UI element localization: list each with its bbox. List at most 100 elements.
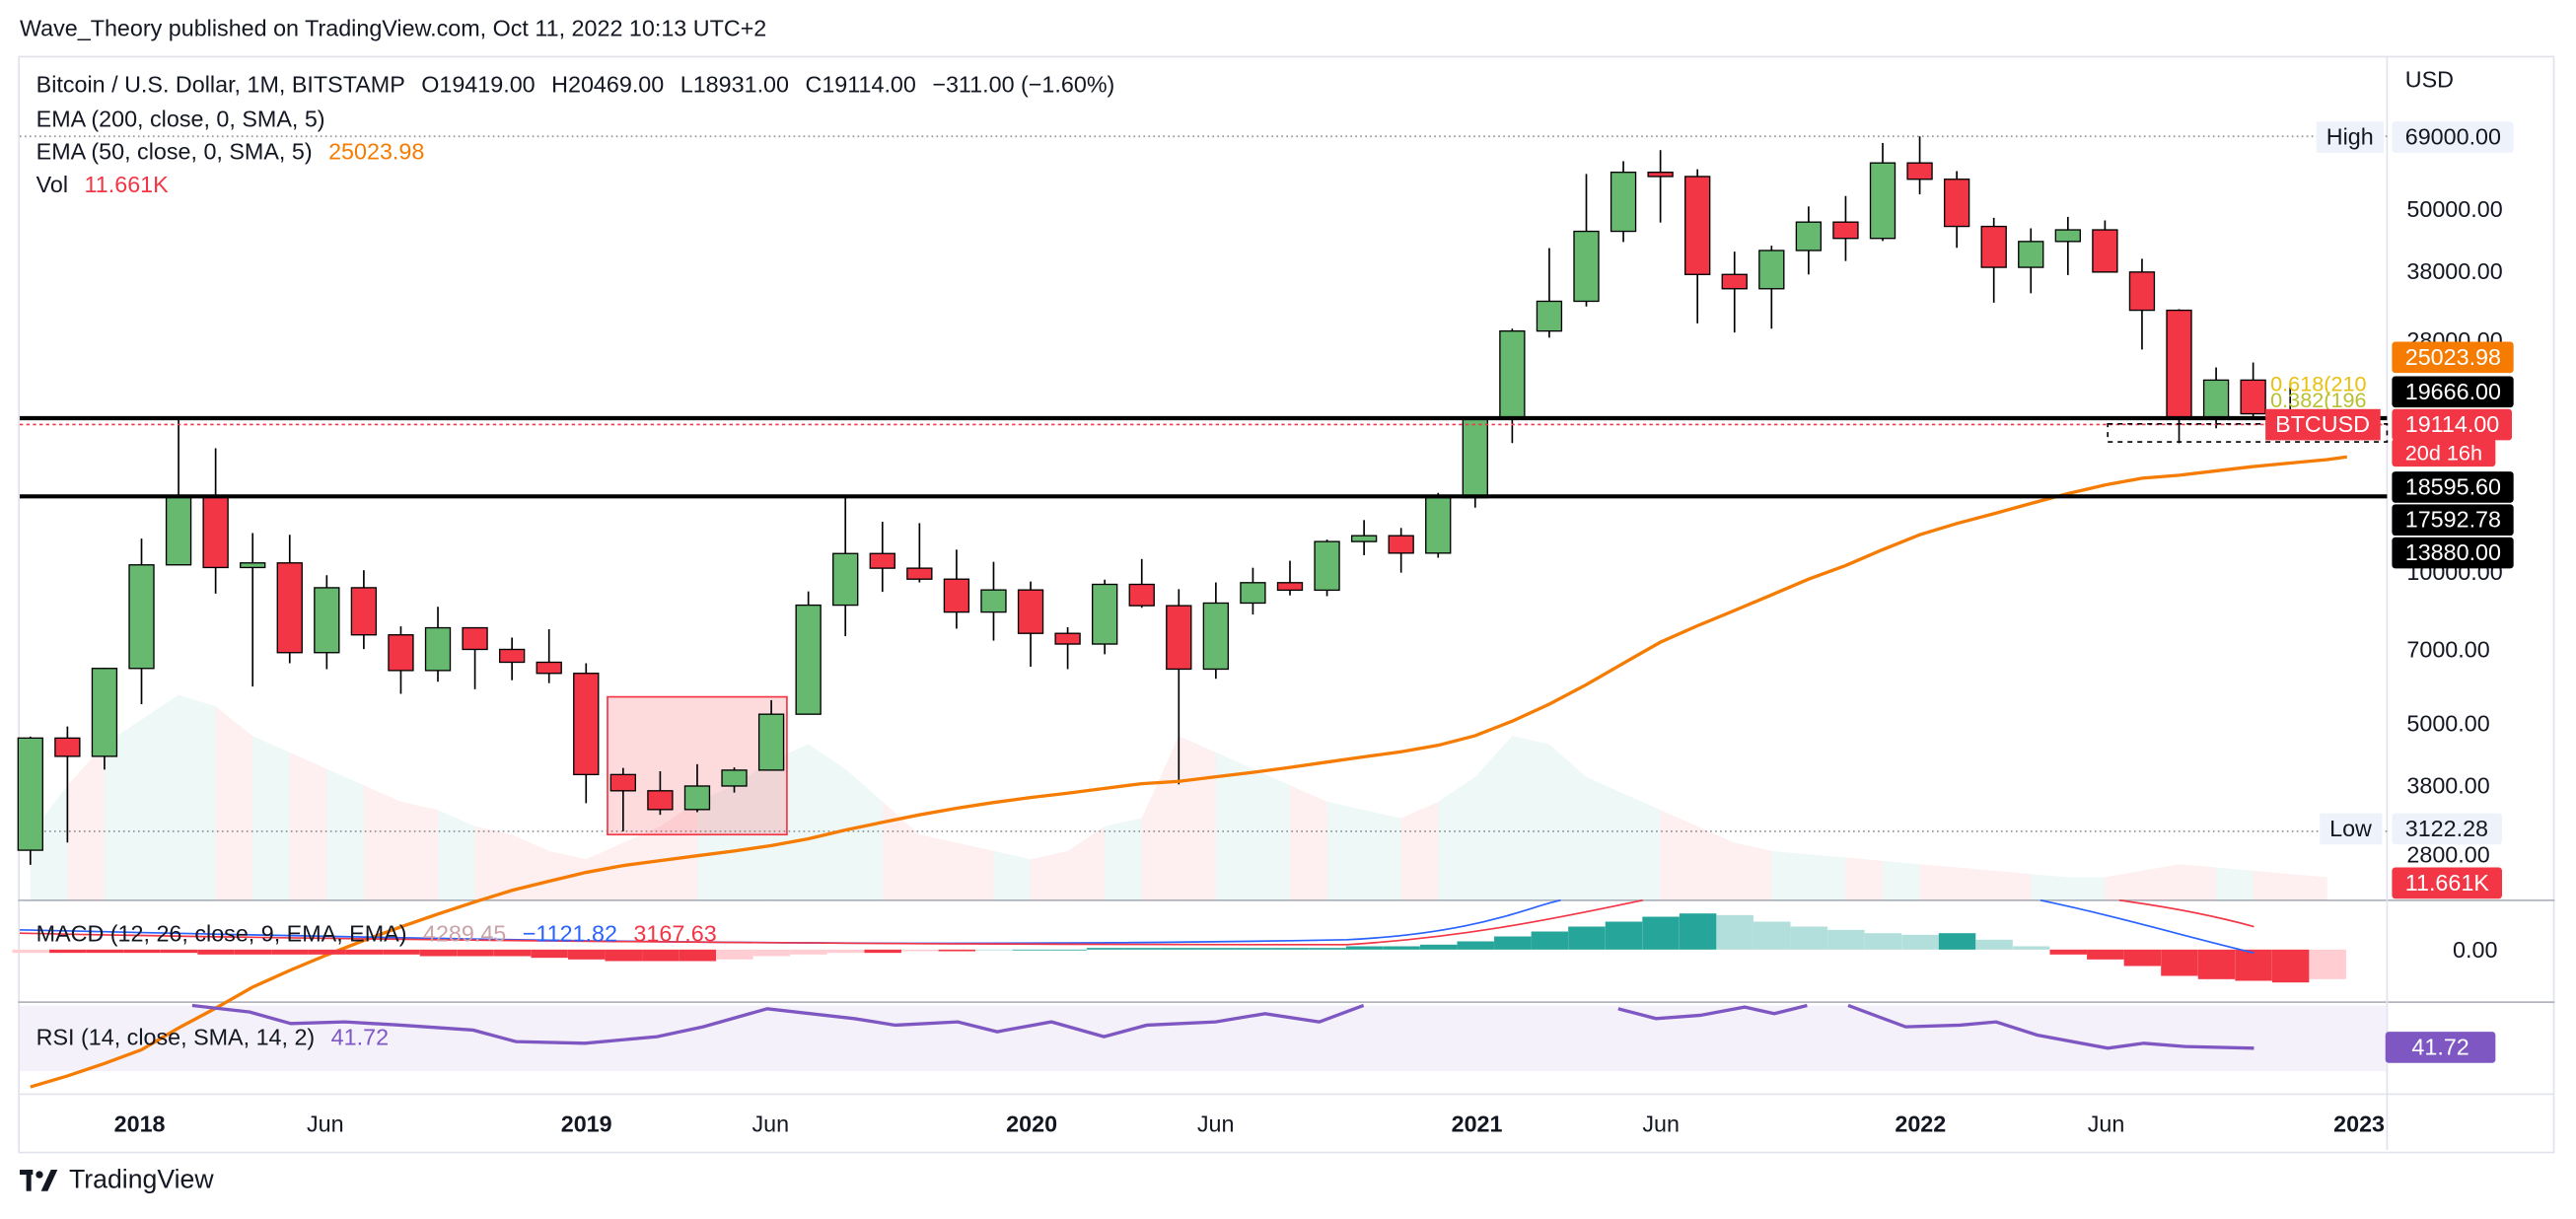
rsi-line bbox=[191, 1003, 2254, 1050]
time-tick: Jun bbox=[1642, 1111, 1680, 1137]
close-price-badge: 19114.00 bbox=[2392, 408, 2513, 441]
macd-bar bbox=[1271, 948, 1310, 950]
signal-line-tail bbox=[2118, 899, 2254, 928]
macd-bar bbox=[419, 949, 458, 957]
volume-segment bbox=[179, 694, 216, 900]
candle-body bbox=[2166, 309, 2192, 419]
macd-value-1: 4289.45 bbox=[422, 919, 507, 947]
macd-bar bbox=[938, 949, 976, 952]
macd-bar bbox=[1938, 933, 1976, 950]
candle-body bbox=[1425, 496, 1452, 554]
macd-bar bbox=[605, 949, 642, 962]
candle-body bbox=[795, 604, 822, 715]
macd-bar bbox=[716, 949, 753, 960]
macd-bar bbox=[2161, 949, 2198, 976]
macd-axis-zero: 0.00 bbox=[2453, 936, 2498, 964]
time-tick: 2018 bbox=[113, 1111, 166, 1137]
volume-segment bbox=[1474, 736, 1513, 900]
macd-bar bbox=[1790, 926, 1828, 950]
macd-bar bbox=[1383, 946, 1420, 950]
volume-segment bbox=[1697, 825, 1735, 900]
low-label: Low bbox=[2320, 813, 2382, 845]
rsi-label: RSI (14, close, SMA, 14, 2) bbox=[36, 1023, 316, 1050]
macd-line-tail bbox=[2039, 899, 2254, 954]
macd-bar bbox=[1864, 933, 1902, 950]
high-value-badge: 69000.00 bbox=[2392, 121, 2515, 153]
volume-segment bbox=[771, 744, 809, 900]
ema200-legend[interactable]: EMA (200, close, 0, SMA, 5) bbox=[36, 106, 335, 132]
macd-bar bbox=[345, 949, 384, 955]
macd-bar bbox=[901, 949, 939, 952]
candle-body bbox=[943, 578, 970, 613]
tradingview-branding[interactable]: TradingView bbox=[19, 1166, 214, 1196]
macd-bar bbox=[752, 949, 791, 957]
candle-body bbox=[2018, 241, 2044, 268]
candle-countdown: 20d 16h bbox=[2392, 438, 2496, 467]
volume-segment bbox=[808, 744, 846, 900]
candle-body bbox=[128, 564, 155, 670]
volume-segment bbox=[1179, 736, 1216, 900]
candle-body bbox=[91, 668, 118, 757]
macd-bar bbox=[12, 949, 49, 954]
volume-segment bbox=[696, 785, 735, 900]
chart-frame[interactable] bbox=[18, 55, 2555, 1154]
macd-bar bbox=[234, 949, 272, 955]
volume-segment bbox=[289, 752, 327, 900]
candles-layer bbox=[17, 136, 2340, 865]
main-legend[interactable]: Bitcoin / U.S. Dollar, 1M, BITSTAMP O194… bbox=[36, 71, 1125, 98]
fib-label-618: 0.618(210 bbox=[2270, 371, 2366, 395]
candle-body bbox=[1610, 172, 1637, 233]
candle-body bbox=[240, 562, 266, 569]
macd-bar bbox=[2012, 946, 2050, 950]
macd-bar bbox=[790, 949, 827, 955]
vol-label: Vol bbox=[36, 171, 69, 197]
low-value-badge: 3122.28 bbox=[2392, 813, 2502, 845]
candle-body bbox=[1276, 582, 1304, 592]
volume-segment bbox=[1993, 870, 2032, 900]
tradingview-brand: TradingView bbox=[68, 1166, 214, 1195]
candle-body bbox=[202, 495, 229, 569]
macd-bar bbox=[1345, 946, 1384, 950]
candle-body bbox=[2202, 379, 2230, 419]
candle-body bbox=[1350, 535, 1378, 542]
volume-segment bbox=[1289, 785, 1327, 900]
volume-segment bbox=[2067, 877, 2106, 900]
candle-body bbox=[1462, 416, 1488, 499]
volume-segment bbox=[215, 706, 253, 900]
macd-bar bbox=[2235, 949, 2272, 981]
ema50-legend[interactable]: EMA (50, close, 0, SMA, 5) 25023.98 bbox=[36, 138, 435, 165]
macd-bar bbox=[2309, 949, 2346, 979]
macd-bar bbox=[1642, 916, 1680, 950]
time-tick: 2019 bbox=[560, 1111, 612, 1137]
macd-bar bbox=[864, 949, 901, 954]
volume-segment bbox=[1548, 744, 1587, 900]
macd-bar bbox=[2197, 949, 2236, 979]
volume-segment bbox=[1400, 801, 1439, 900]
candle-body bbox=[980, 589, 1007, 613]
candle-body bbox=[609, 773, 636, 792]
time-tick: 2022 bbox=[1895, 1111, 1947, 1137]
vol-legend[interactable]: Vol 11.661K bbox=[36, 171, 179, 197]
macd-bar bbox=[642, 949, 680, 962]
macd-bar bbox=[1123, 948, 1161, 950]
macd-bar bbox=[1605, 921, 1643, 950]
volume-segment bbox=[2179, 864, 2217, 900]
candle-body bbox=[1758, 250, 1785, 290]
macd-bar bbox=[1197, 948, 1236, 950]
volume-segment bbox=[1067, 825, 1106, 900]
rsi-legend[interactable]: RSI (14, close, SMA, 14, 2) 41.72 bbox=[36, 1024, 398, 1050]
volume-segment bbox=[1734, 842, 1772, 900]
volume-segment bbox=[1105, 818, 1142, 900]
candle-body bbox=[1017, 589, 1044, 634]
macd-bar bbox=[975, 949, 1013, 951]
fib-box[interactable] bbox=[2107, 422, 2389, 443]
macd-legend[interactable]: MACD (12, 26, close, 9, EMA, EMA) 4289.4… bbox=[36, 920, 727, 947]
volume-segment bbox=[586, 842, 623, 900]
macd-bar bbox=[1457, 941, 1494, 950]
tradingview-logo-icon bbox=[19, 1170, 58, 1191]
macd-bar bbox=[1419, 944, 1458, 950]
volume-badge: 11.661K bbox=[2392, 867, 2503, 899]
volume-segment bbox=[1919, 864, 1958, 900]
volume-segment bbox=[919, 834, 957, 900]
